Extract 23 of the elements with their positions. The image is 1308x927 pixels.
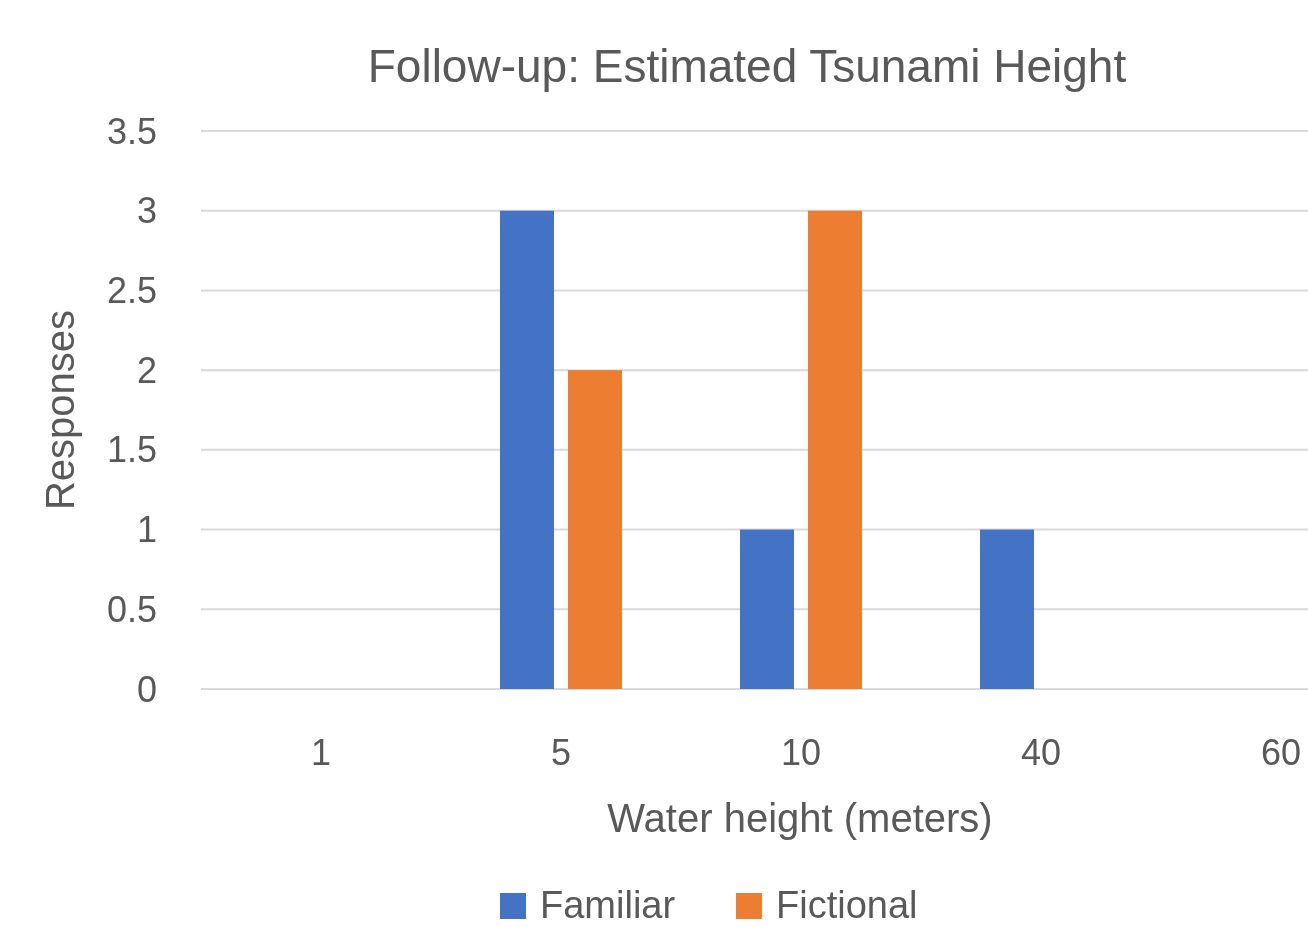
legend-label: Fictional (776, 884, 918, 926)
y-axis-title: Responses (38, 309, 82, 511)
bar (568, 370, 622, 689)
x-tick-label: 5 (550, 732, 572, 773)
y-tick-label: 3.5 (106, 110, 157, 152)
x-tick-label: 40 (1020, 732, 1062, 773)
y-tick-label: 0.5 (106, 588, 157, 630)
x-tick-label: 1 (310, 732, 332, 773)
y-tick-label: 1.5 (106, 429, 157, 471)
bar (808, 210, 862, 689)
bar (500, 210, 554, 689)
y-tick-label: 2 (136, 349, 157, 391)
y-tick-label: 3 (136, 190, 157, 232)
legend-label: Familiar (540, 884, 676, 926)
bar (740, 529, 794, 689)
y-tick-label: 0 (136, 668, 157, 710)
y-tick-label: 2.5 (106, 270, 157, 312)
bar (980, 529, 1034, 689)
x-axis-title: Water height (meters) (607, 796, 993, 840)
y-tick-label: 1 (136, 509, 157, 551)
x-tick-label: 10 (780, 732, 822, 773)
x-tick-label: 60 (1260, 732, 1302, 773)
chart-title: Follow-up: Estimated Tsunami Height (367, 40, 1127, 92)
